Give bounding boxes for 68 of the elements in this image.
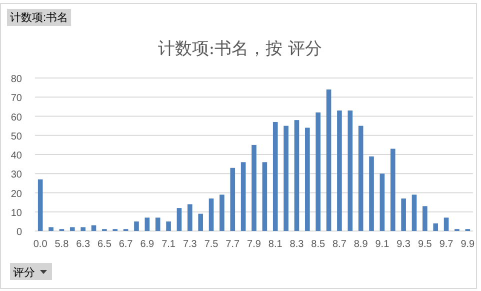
bar	[80, 227, 86, 231]
bar	[230, 168, 236, 231]
bar	[380, 174, 385, 231]
bar	[220, 194, 224, 231]
text: 评分	[13, 267, 35, 279]
bar	[358, 126, 364, 231]
text: 计数项:书名	[10, 11, 68, 24]
x-tick-label: 6.5	[97, 239, 112, 250]
y-tick-label: 30	[10, 170, 22, 181]
x-tick-label: 9.5	[418, 239, 432, 250]
x-tick-label: 5.8	[54, 239, 70, 250]
bar	[284, 126, 288, 231]
x-tick-label: 0.0	[33, 239, 48, 250]
x-tick-label: 8.5	[311, 239, 326, 250]
bar	[38, 179, 43, 231]
y-tick-label: 10	[10, 208, 22, 219]
bar	[240, 162, 246, 231]
bar	[412, 194, 417, 231]
bar	[166, 221, 171, 231]
bar	[326, 89, 332, 231]
y-tick-label: 80	[10, 74, 22, 85]
bar	[316, 112, 320, 231]
bar	[262, 162, 268, 231]
y-tick-label: 20	[10, 188, 22, 200]
bar	[198, 214, 203, 231]
bar	[134, 221, 139, 231]
x-tick-label: 9.9	[460, 239, 476, 250]
bar	[390, 148, 396, 231]
y-tick-label: 50	[10, 131, 22, 142]
bar	[155, 218, 160, 231]
x-tick-label: 7.5	[204, 239, 219, 250]
bar	[272, 122, 278, 231]
bar	[337, 110, 342, 231]
bar	[294, 120, 300, 231]
x-tick-label: 8.3	[290, 239, 304, 250]
x-tick-label: 6.7	[118, 239, 134, 250]
bar	[48, 227, 54, 231]
bar	[444, 218, 449, 231]
bar	[433, 223, 438, 231]
bar	[70, 227, 75, 231]
bar	[176, 208, 182, 231]
x-tick-label: 9.3	[396, 239, 411, 250]
bar	[348, 110, 353, 231]
x-tick-label: 9.7	[439, 239, 454, 250]
x-tick-label: 6.3	[76, 239, 90, 250]
bar	[91, 225, 96, 231]
x-tick-label: 7.3	[182, 239, 198, 250]
y-tick-label: 60	[10, 112, 22, 124]
x-tick-label: 7.1	[162, 239, 176, 250]
y-tick-label: 0	[16, 227, 22, 238]
bar	[305, 128, 310, 231]
bar	[252, 144, 256, 231]
x-tick-label: 9.1	[375, 239, 390, 250]
chart-title: 计数项:书名，按 评分	[158, 39, 322, 59]
bar	[369, 156, 374, 231]
bar	[422, 206, 428, 231]
x-tick-label: 7.9	[247, 239, 262, 250]
x-tick-label: 8.9	[354, 239, 368, 250]
x-tick-label: 8.1	[268, 239, 283, 250]
x-tick-label: 7.7	[226, 239, 240, 250]
bar	[401, 198, 406, 231]
x-tick-label: 6.9	[140, 239, 155, 250]
bar	[144, 218, 150, 231]
y-tick-label: 70	[10, 93, 22, 104]
x-tick-label: 8.7	[332, 239, 347, 250]
y-tick-label: 40	[10, 150, 22, 162]
bar	[208, 198, 214, 231]
bar	[188, 204, 192, 231]
